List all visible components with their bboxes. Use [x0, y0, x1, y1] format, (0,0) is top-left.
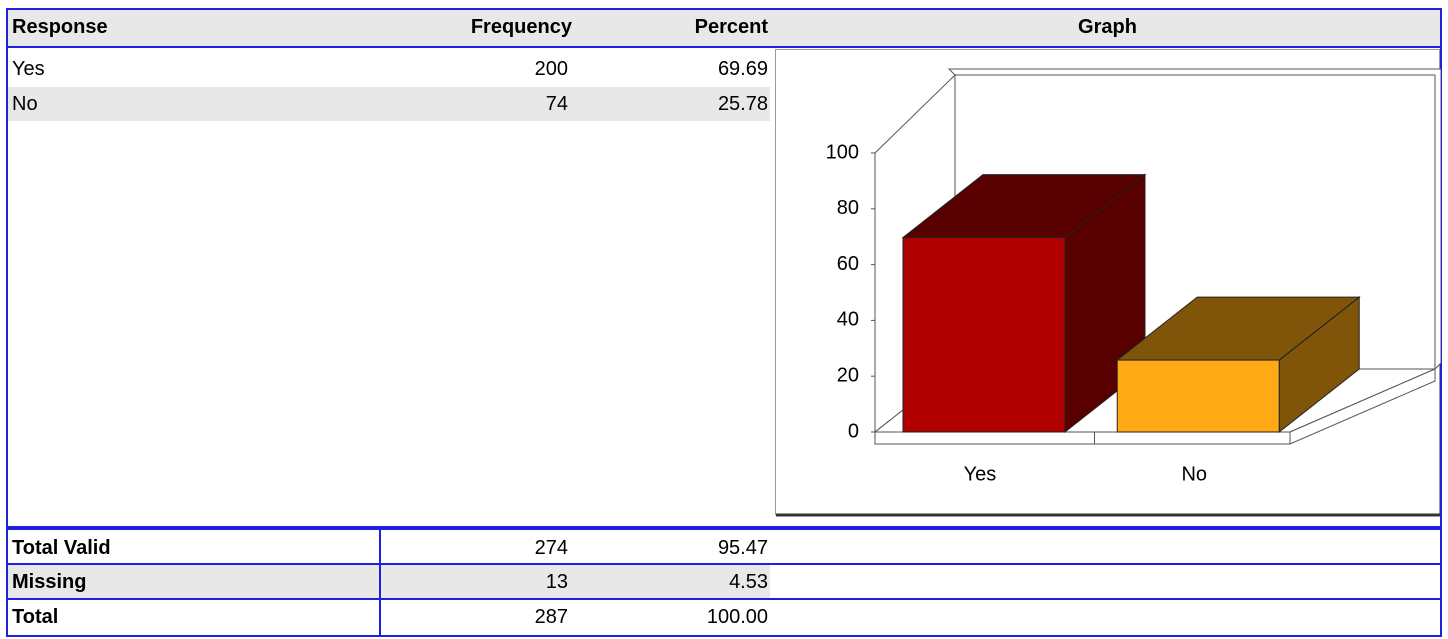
row-divider	[8, 563, 1440, 565]
total-value: 4.53	[729, 571, 768, 593]
y-tick-label: 40	[837, 309, 859, 331]
row-value: 25.78	[717, 93, 768, 115]
y-tick-label: 20	[837, 364, 859, 386]
header-band	[8, 10, 1440, 46]
row-value: 200	[534, 58, 568, 80]
header-cell: Frequency	[470, 16, 572, 38]
row-value: 69.69	[717, 58, 768, 80]
y-tick-label: 100	[826, 141, 859, 163]
total-value: 100.00	[706, 606, 768, 628]
total-value: 95.47	[717, 537, 768, 559]
bar	[902, 237, 1066, 433]
total-label: Missing	[12, 571, 87, 593]
row-value: 74	[545, 93, 568, 115]
row-label: No	[12, 93, 38, 115]
x-tick-label: Yes	[964, 463, 997, 485]
y-tick-label: 60	[837, 253, 859, 275]
chart: 0 20 40 60 80 100 Yes No	[775, 49, 1441, 517]
row-band	[8, 87, 770, 121]
total-value: 13	[545, 571, 568, 593]
y-tick-label: 0	[848, 420, 859, 442]
y-tick-label: 80	[837, 197, 859, 219]
total-label: Total	[12, 606, 59, 628]
total-value: 287	[534, 606, 568, 628]
total-label: Total Valid	[12, 537, 111, 559]
row-divider	[8, 598, 1440, 600]
row-label: Yes	[12, 58, 45, 80]
bar	[1116, 359, 1280, 433]
x-tick-label: No	[1181, 463, 1207, 485]
floor-side	[1289, 368, 1436, 445]
header-cell: Percent	[694, 16, 768, 38]
floor-edge	[874, 431, 1291, 445]
header-cell: Response	[12, 16, 108, 38]
row-band	[8, 565, 770, 598]
totals-frame	[6, 528, 1442, 637]
header-cell: Graph	[1078, 16, 1137, 38]
total-value: 274	[534, 537, 568, 559]
col-divider	[379, 530, 381, 635]
body-frame	[6, 46, 1442, 528]
